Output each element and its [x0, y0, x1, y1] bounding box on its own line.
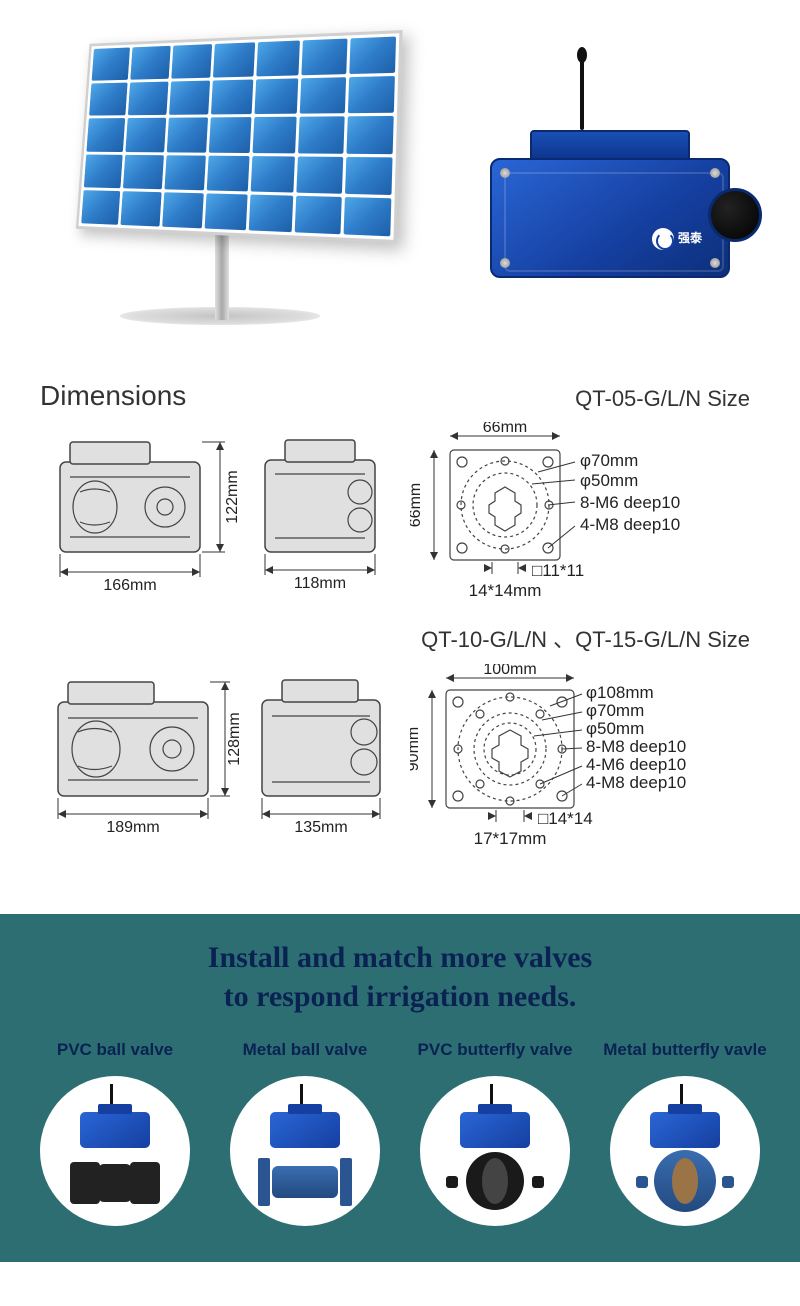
antenna-icon: [580, 50, 584, 130]
size-title-2: QT-10-G/L/N 、QT-15-G/L/N Size: [40, 622, 760, 654]
valves-section: Install and match more valves to respond…: [0, 914, 800, 1262]
spec-label: φ50mm: [580, 471, 638, 490]
spec-label: φ108mm: [586, 683, 654, 702]
valve-item-metal-butterfly: Metal butterfly vavle: [595, 1040, 775, 1226]
heading-line-1: Install and match more valves: [208, 941, 592, 974]
heading-line-2: to respond irrigation needs.: [224, 980, 577, 1013]
drive-label: 17*17mm: [474, 829, 547, 848]
spec-label: φ70mm: [580, 451, 638, 470]
valve-label: Metal ball valve: [215, 1040, 395, 1062]
dim-label: 135mm: [294, 819, 347, 834]
valve-item-metal-ball: Metal ball valve: [215, 1040, 395, 1226]
spec-label: φ70mm: [586, 701, 644, 720]
side-view-diagram-2: 189mm 128mm: [40, 664, 240, 834]
dim-label: 66mm: [410, 483, 424, 527]
spec-label: 4-M8 deep10: [586, 773, 686, 792]
valve-illustration: [230, 1076, 380, 1226]
drive-label: □14*14: [538, 809, 593, 828]
spec-label: 4-M8 deep10: [580, 515, 680, 534]
spec-label: 8-M6 deep10: [580, 493, 680, 512]
hero-section: 强泰: [0, 0, 800, 360]
dimensions-title: Dimensions: [40, 380, 186, 412]
valve-label: PVC butterfly valve: [405, 1040, 585, 1062]
valve-label: PVC ball valve: [25, 1040, 205, 1062]
size-title-1: QT-05-G/L/N Size: [575, 386, 760, 412]
solar-panel-illustration: [60, 35, 400, 325]
valve-item-pvc-butterfly: PVC butterfly valve: [405, 1040, 585, 1226]
brand-logo: 强泰: [652, 228, 702, 250]
actuator-illustration: 强泰: [440, 50, 740, 310]
flange-diagram-2: 100mm 90mm φ108mm φ70mm φ50mm: [410, 664, 740, 864]
side-view-diagram-1: 166mm 122mm: [40, 422, 240, 592]
valve-illustration: [40, 1076, 190, 1226]
dim-label: 189mm: [106, 819, 159, 834]
valve-item-pvc-ball: PVC ball valve: [25, 1040, 205, 1226]
flange-diagram-1: 66mm 66mm φ70mm φ50mm 8-M6 deep10 4-M: [410, 422, 740, 602]
dimension-set-2: 189mm 128mm 135mm 100mm: [40, 664, 760, 864]
front-view-diagram-1: 118mm: [240, 422, 410, 592]
dim-label: 128mm: [226, 712, 240, 765]
spec-label: 8-M8 deep10: [586, 737, 686, 756]
dim-label: 122mm: [224, 470, 240, 523]
dim-label: 166mm: [103, 577, 156, 592]
drive-label: 14*14mm: [469, 581, 542, 600]
dim-label: 90mm: [410, 727, 422, 771]
valve-label: Metal butterfly vavle: [595, 1040, 775, 1062]
valves-heading: Install and match more valves to respond…: [20, 938, 780, 1016]
valve-illustration: [420, 1076, 570, 1226]
brand-text: 强泰: [678, 231, 702, 245]
spec-label: 4-M6 deep10: [586, 755, 686, 774]
spec-label: φ50mm: [586, 719, 644, 738]
dim-label: 66mm: [483, 422, 527, 436]
dimensions-section: Dimensions QT-05-G/L/N Size 166mm: [0, 360, 800, 914]
drive-label: □11*11: [532, 561, 584, 580]
front-view-diagram-2: 135mm: [240, 664, 410, 834]
dimension-set-1: 166mm 122mm 118mm: [40, 422, 760, 602]
valve-illustration: [610, 1076, 760, 1226]
dim-label: 118mm: [294, 575, 346, 592]
manual-knob: [708, 188, 762, 242]
dim-label: 100mm: [483, 664, 536, 678]
